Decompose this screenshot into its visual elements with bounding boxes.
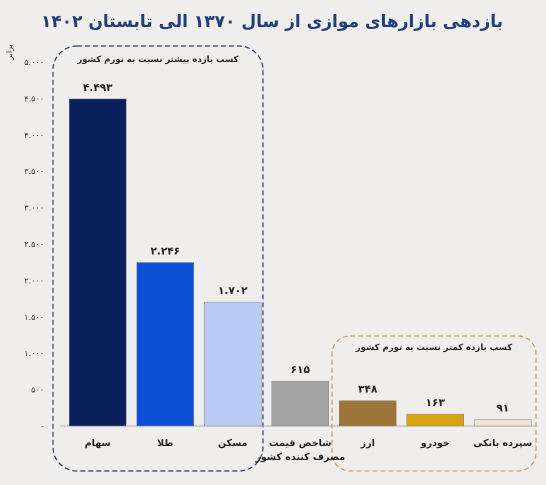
category-label: خودرو — [420, 438, 450, 449]
bar-value-label: ۴.۴۹۳ — [83, 82, 113, 94]
y-tick-label: ۱.۵۰۰ — [24, 313, 44, 322]
chart-title: بازدهی بازارهای موازی از سال ۱۳۷۰ الی تا… — [41, 12, 503, 32]
bar — [406, 413, 464, 427]
bar — [136, 262, 194, 427]
bar-value-label: ۶۱۵ — [291, 364, 311, 376]
group-label-above-inflation: کسب بازده بیشتر نسبت به تورم کشور — [76, 55, 238, 65]
bar-value-label: ۳۴۸ — [358, 384, 378, 396]
bar — [271, 380, 329, 427]
bar — [69, 98, 127, 427]
category-label: مصرف کننده کشور — [254, 452, 345, 463]
y-tick-label: ۵.۰۰۰ — [24, 58, 44, 67]
y-tick-label: ۱.۰۰۰ — [24, 349, 44, 358]
category-label: سپرده بانکی — [473, 438, 532, 449]
group-label-below-inflation: کسب بازده کمتر نسبت به تورم کشور — [355, 343, 513, 353]
y-axis-ticks: - ۵۰۰ ۱.۰۰۰ ۱.۵۰۰ ۲.۰۰۰ ۲.۵۰۰ ۳.۰۰۰ ۳.۵۰۰ ۴.۰۰۰ ۴… — [24, 58, 44, 431]
y-tick-label: ۳.۰۰۰ — [24, 204, 44, 213]
y-tick-label: ۲.۰۰۰ — [24, 276, 44, 285]
bar-value-label: ۱۶۳ — [426, 397, 446, 409]
bar — [474, 419, 532, 427]
category-label: مسکن — [218, 438, 248, 449]
bar-value-label: ۹۱ — [496, 402, 509, 414]
y-tick-label: - — [41, 422, 44, 431]
category-label: شاخص قیمت — [269, 438, 332, 449]
bar — [339, 400, 397, 427]
category-label: طلا — [157, 438, 173, 449]
bars: ۴.۴۹۳ سهام ۲.۲۴۶ طلا ۱.۷۰۲ مسکن ۶۱۵ شاخص قیمت مص… — [69, 82, 532, 463]
bar-value-label: ۲.۲۴۶ — [150, 245, 180, 257]
category-label: سهام — [85, 438, 111, 449]
y-tick-label: ۴.۵۰۰ — [24, 94, 44, 103]
y-tick-label: ۴.۰۰۰ — [24, 131, 44, 140]
y-tick-label: ۳.۵۰۰ — [24, 167, 44, 176]
y-tick-label: ۲.۵۰۰ — [24, 240, 44, 249]
bar-value-label: ۱.۷۰۲ — [218, 285, 248, 297]
bar — [204, 301, 262, 427]
group-box-above-inflation — [52, 45, 264, 472]
group-box-below-inflation — [331, 335, 537, 472]
category-label: ارز — [360, 438, 375, 449]
y-tick-label: ۵۰۰ — [31, 386, 44, 395]
y-axis-label: برابر — [5, 44, 14, 61]
